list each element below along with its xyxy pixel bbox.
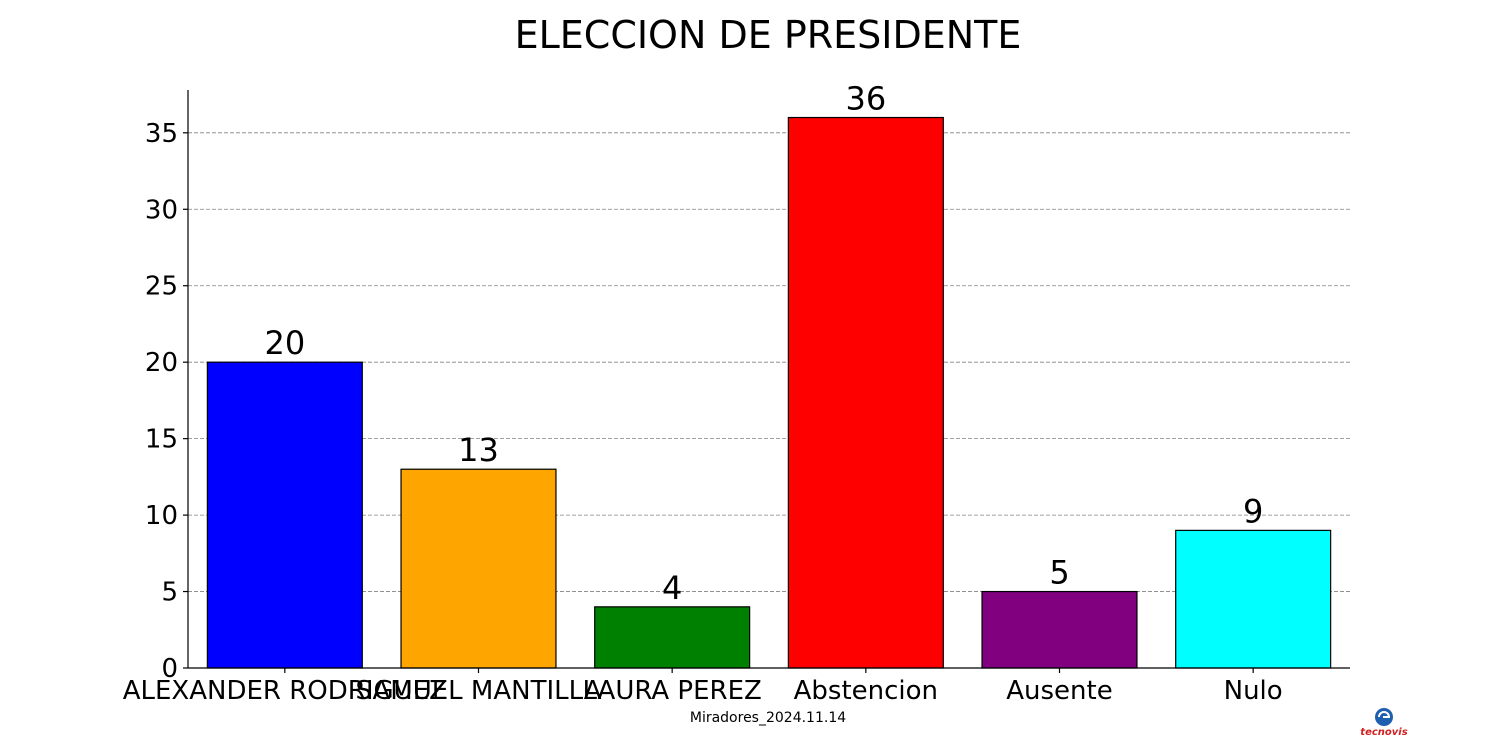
bar-value-label: 36 <box>845 80 886 118</box>
bar-value-label: 20 <box>264 324 305 362</box>
bar-value-label: 5 <box>1049 554 1069 592</box>
y-tick-label: 0 <box>161 654 178 684</box>
bar-value-label: 13 <box>458 431 499 469</box>
x-tick-label: Nulo <box>1224 676 1283 706</box>
x-tick-label: Ausente <box>1006 676 1112 706</box>
bar <box>787 116 944 669</box>
logo-e-mark <box>1378 711 1391 718</box>
y-axis-ticks: 0 5 10 15 20 25 30 35 <box>145 119 188 684</box>
bar <box>594 606 751 669</box>
bars <box>206 116 1332 669</box>
bar <box>206 361 363 669</box>
logo-text: tecnovis <box>1360 727 1407 738</box>
x-tick-label: SAMUEL MANTILLA <box>356 676 602 706</box>
y-tick-label: 20 <box>145 348 178 378</box>
bar-value-label: 9 <box>1243 492 1263 530</box>
y-tick-label: 25 <box>145 272 178 302</box>
bar-value-labels: 20 13 4 36 5 9 <box>264 80 1263 607</box>
y-tick-label: 15 <box>145 425 178 455</box>
y-tick-label: 5 <box>161 578 178 608</box>
bar <box>1175 529 1332 669</box>
x-tick-label: LAURA PEREZ <box>582 676 761 706</box>
x-tick-label: ALEXANDER RODRIGUEZ <box>123 676 447 706</box>
bar <box>400 468 557 669</box>
bar-value-label: 4 <box>662 569 682 607</box>
y-tick-label: 30 <box>145 195 178 225</box>
chart-caption: Miradores_2024.11.14 <box>690 710 846 726</box>
y-tick-label: 35 <box>145 119 178 149</box>
tecnovis-logo: tecnovis <box>1360 708 1408 738</box>
chart-title: ELECCION DE PRESIDENTE <box>515 13 1022 57</box>
grid-lines <box>188 132 1350 592</box>
y-tick-label: 10 <box>145 501 178 531</box>
x-tick-label: Abstencion <box>794 676 938 706</box>
bar <box>981 590 1138 669</box>
